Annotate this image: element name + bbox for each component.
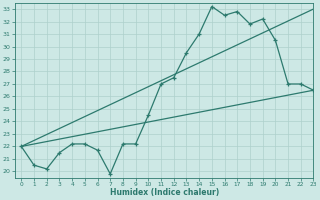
- X-axis label: Humidex (Indice chaleur): Humidex (Indice chaleur): [109, 188, 219, 197]
